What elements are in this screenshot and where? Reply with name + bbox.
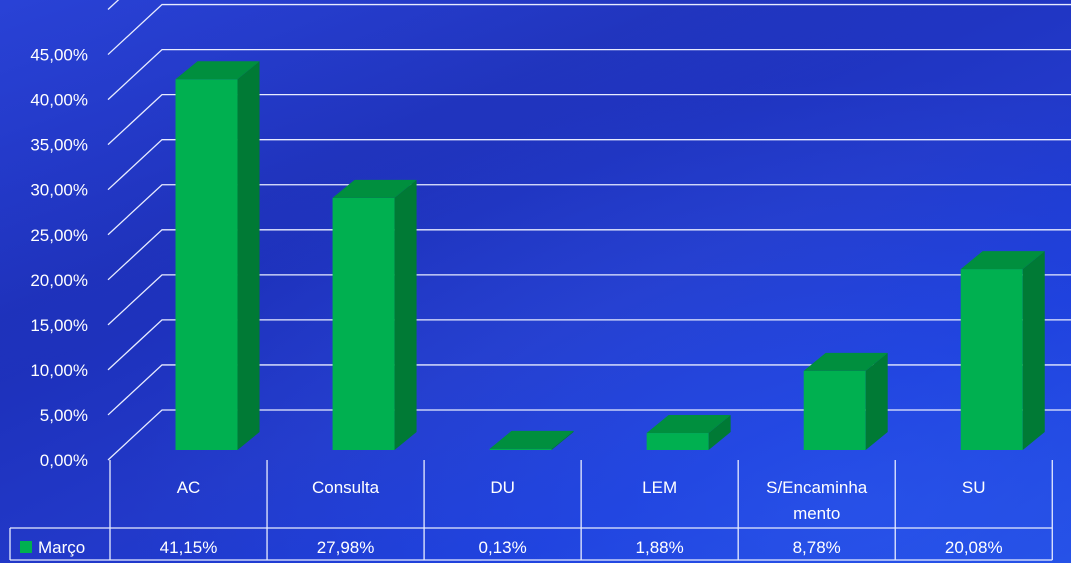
category-label: Consulta (312, 478, 380, 497)
bar-top (332, 179, 417, 198)
legend-swatch (20, 541, 32, 553)
y-tick-label: 40,00% (30, 91, 88, 110)
gridline (107, 184, 1071, 236)
category-label: LEM (642, 478, 677, 497)
gridline (107, 48, 1071, 101)
bar-front (960, 269, 1023, 450)
bar-side (1022, 251, 1045, 450)
bar-top (489, 430, 574, 449)
category-label: AC (177, 478, 201, 497)
bar-side (237, 61, 260, 451)
bar-top (803, 352, 888, 371)
category-label: DU (490, 478, 515, 497)
bar (489, 430, 574, 450)
bar-front (803, 370, 866, 450)
data-label: 20,08% (945, 538, 1003, 557)
data-label: 8,78% (793, 538, 841, 557)
bar-front (175, 79, 238, 451)
gridline (107, 364, 1071, 416)
bar-front (332, 197, 395, 450)
y-axis-ticks: 0,00% 5,00% 10,00% 15,00% 20,00% 25,00% 30,00%… (30, 46, 88, 470)
bar-front (646, 433, 709, 450)
bar (960, 251, 1045, 450)
gridlines (107, 0, 1071, 461)
bar-top (646, 415, 731, 434)
gridline (107, 229, 1071, 281)
bar (646, 415, 731, 450)
gridline (107, 274, 1071, 326)
bar-side (865, 352, 888, 450)
y-tick-label: 20,00% (30, 271, 88, 290)
y-tick-label: 15,00% (30, 316, 88, 335)
gridline (107, 139, 1071, 191)
gridline (107, 319, 1071, 371)
bar-front (489, 448, 552, 450)
y-tick-label: 25,00% (30, 226, 88, 245)
bar-top (960, 251, 1045, 270)
data-label: 27,98% (317, 538, 375, 557)
y-tick-label: 10,00% (30, 361, 88, 380)
gridline (107, 409, 1071, 461)
y-tick-label: 35,00% (30, 136, 88, 155)
gridline (107, 94, 1071, 146)
data-table: AC Consulta DU LEM S/Encaminha mento SU Março 41… (9, 460, 1053, 561)
category-label: mento (793, 504, 840, 523)
y-tick-label: 45,00% (30, 46, 88, 65)
bars (175, 61, 1045, 451)
data-label: 1,88% (636, 538, 684, 557)
bar-side (394, 179, 417, 450)
legend-label: Março (38, 538, 85, 557)
gridline (107, 3, 1071, 56)
bar (175, 61, 260, 451)
bar (803, 352, 888, 450)
bar-side (708, 415, 731, 450)
bar-top (175, 61, 260, 80)
category-label: SU (962, 478, 986, 497)
data-label: 0,13% (479, 538, 527, 557)
y-tick-label: 0,00% (40, 451, 88, 470)
y-tick-label: 5,00% (40, 406, 88, 425)
data-label: 41,15% (160, 538, 218, 557)
y-tick-label: 30,00% (30, 181, 88, 200)
bar (332, 179, 417, 450)
category-label: S/Encaminha (766, 478, 868, 497)
bar-side (551, 430, 574, 450)
